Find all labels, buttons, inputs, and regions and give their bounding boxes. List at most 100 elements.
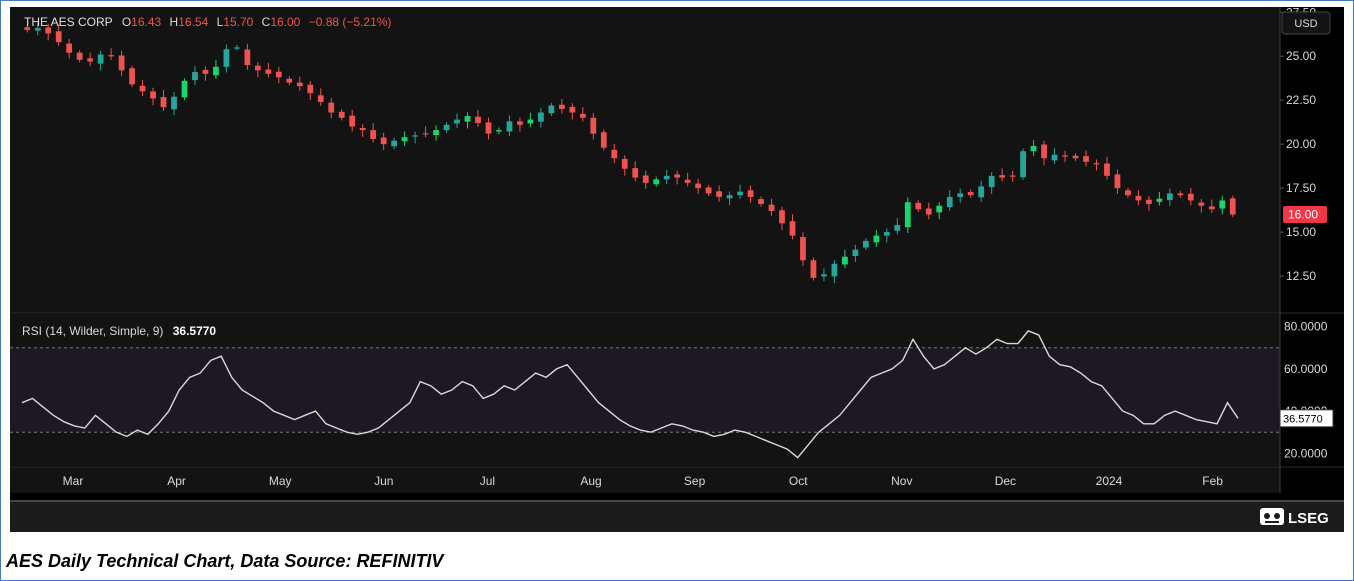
candle bbox=[443, 122, 450, 133]
candle bbox=[45, 23, 52, 41]
candle bbox=[1146, 196, 1152, 211]
candle bbox=[821, 268, 827, 282]
candle bbox=[286, 76, 293, 86]
candle bbox=[1062, 150, 1068, 163]
candle bbox=[852, 244, 859, 262]
candle bbox=[1020, 148, 1026, 180]
candle bbox=[1166, 188, 1173, 206]
candle bbox=[1104, 156, 1110, 180]
candle bbox=[800, 232, 806, 267]
candle bbox=[1009, 170, 1016, 182]
brand-strip bbox=[10, 502, 1344, 532]
time-tick-label: Nov bbox=[891, 474, 912, 488]
candle bbox=[380, 132, 387, 150]
candle bbox=[1041, 140, 1047, 166]
candle bbox=[517, 117, 523, 132]
candle bbox=[1219, 195, 1226, 215]
high-label: H bbox=[170, 15, 179, 29]
candle bbox=[296, 76, 303, 91]
candle bbox=[160, 90, 167, 111]
candle bbox=[244, 43, 251, 70]
candle bbox=[118, 50, 125, 77]
candle bbox=[831, 260, 838, 284]
candle bbox=[1229, 195, 1236, 218]
price-tick-label: 20.00 bbox=[1286, 137, 1316, 151]
high-value: 16.54 bbox=[178, 15, 208, 29]
low-label: L bbox=[217, 15, 224, 29]
candle bbox=[475, 109, 481, 127]
candle bbox=[915, 200, 922, 212]
candle bbox=[789, 214, 796, 240]
candle bbox=[370, 123, 377, 143]
rsi-tick-label: 20.0000 bbox=[1284, 446, 1328, 460]
currency-button[interactable]: USD bbox=[1281, 11, 1331, 35]
candle bbox=[181, 78, 188, 101]
candle bbox=[684, 172, 691, 187]
candle bbox=[653, 176, 660, 187]
candle bbox=[925, 202, 932, 220]
time-axis: Mar Apr May Jun Jul Aug Sep Oct Nov Dec 2024 Feb bbox=[63, 474, 1224, 488]
lseg-emblem-icon bbox=[1260, 508, 1284, 525]
candle bbox=[1187, 187, 1194, 206]
candle bbox=[328, 97, 335, 119]
candle bbox=[936, 202, 943, 220]
chart-header: THE AES CORP O16.43 H16.54 L15.70 C16.00… bbox=[24, 15, 391, 29]
close-label: C bbox=[262, 15, 271, 29]
candle bbox=[946, 190, 953, 211]
time-tick-label: Sep bbox=[684, 474, 706, 488]
rsi-band bbox=[10, 347, 1280, 433]
candle bbox=[192, 66, 198, 85]
candle bbox=[695, 178, 702, 194]
candle bbox=[338, 109, 345, 121]
rsi-tick-label: 60.0000 bbox=[1284, 362, 1328, 376]
candle bbox=[978, 180, 985, 203]
candle bbox=[873, 229, 880, 248]
candle bbox=[76, 50, 83, 63]
candle bbox=[223, 44, 230, 73]
time-axis-strip bbox=[10, 467, 1280, 493]
rsi-value-tag-label: 36.5770 bbox=[1283, 413, 1323, 425]
candle bbox=[558, 98, 565, 114]
candle bbox=[779, 206, 785, 231]
candle bbox=[569, 103, 576, 120]
candle bbox=[1083, 150, 1089, 167]
time-tick-label: Dec bbox=[995, 474, 1016, 488]
price-axis-strip bbox=[1280, 7, 1344, 313]
time-tick-label: Aug bbox=[580, 474, 601, 488]
candle bbox=[307, 81, 314, 101]
candle bbox=[1072, 153, 1079, 161]
candle bbox=[213, 59, 219, 79]
candle bbox=[726, 191, 733, 206]
open-value: 16.43 bbox=[131, 15, 161, 29]
candle bbox=[66, 38, 73, 59]
candle bbox=[1125, 187, 1131, 198]
last-price-tag-label: 16.00 bbox=[1288, 208, 1318, 222]
candle bbox=[1114, 169, 1121, 194]
candle bbox=[1135, 190, 1142, 206]
candle bbox=[359, 124, 366, 137]
currency-label: USD bbox=[1294, 18, 1317, 30]
candle bbox=[988, 172, 995, 194]
time-tick-label: Apr bbox=[167, 474, 186, 488]
candle bbox=[758, 196, 764, 207]
candle bbox=[527, 112, 534, 128]
candle bbox=[632, 161, 639, 182]
time-tick-label: May bbox=[269, 474, 292, 488]
candle bbox=[1156, 191, 1163, 206]
candle bbox=[611, 143, 618, 163]
lseg-logo: LSEG bbox=[1260, 508, 1329, 527]
time-tick-label: Feb bbox=[1202, 474, 1223, 488]
candle bbox=[747, 185, 754, 203]
time-tick-label: Oct bbox=[789, 474, 808, 488]
candle bbox=[349, 109, 356, 132]
candle bbox=[600, 129, 607, 151]
symbol-label: THE AES CORP bbox=[24, 15, 113, 29]
candle bbox=[1093, 159, 1100, 171]
candle bbox=[642, 170, 649, 189]
candle bbox=[433, 125, 439, 141]
price-tick-label: 25.00 bbox=[1286, 49, 1316, 63]
candle bbox=[894, 218, 901, 235]
